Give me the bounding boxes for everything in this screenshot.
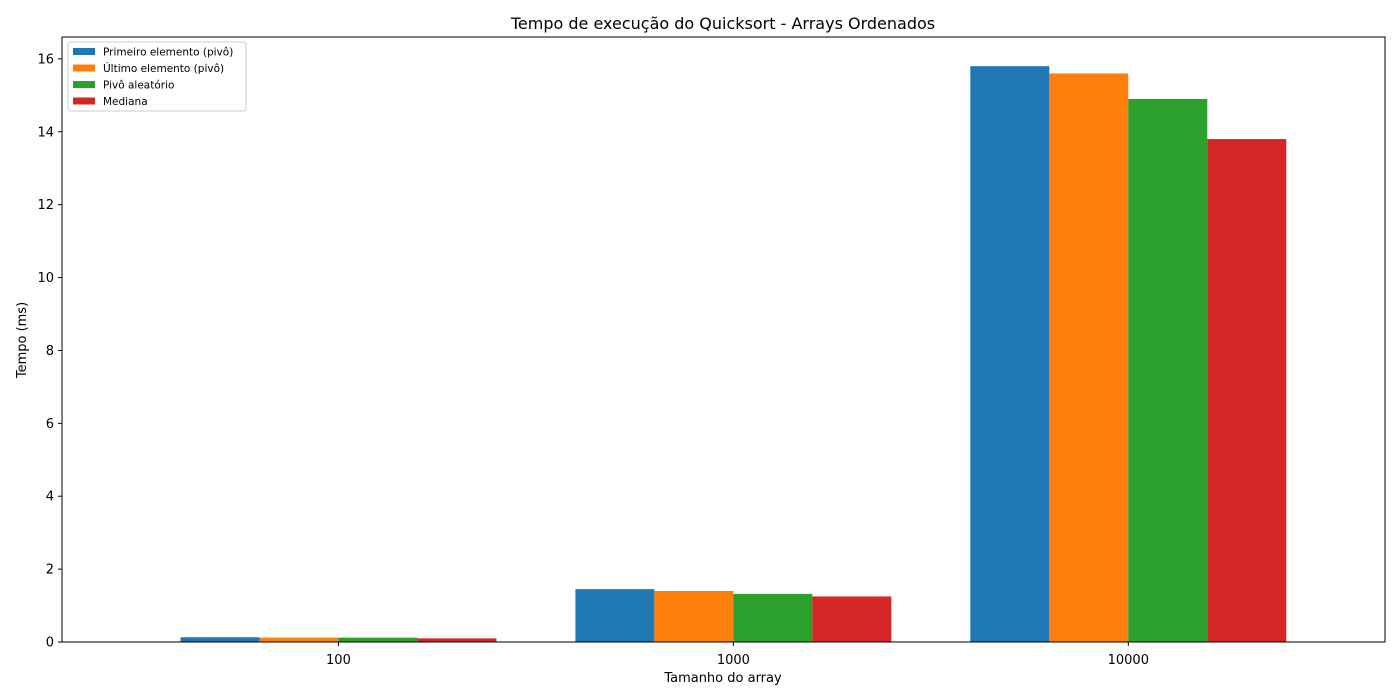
y-tick-label: 12 xyxy=(37,198,54,213)
legend-label: Primeiro elemento (pivô) xyxy=(103,47,233,59)
y-tick-label: 4 xyxy=(46,490,54,505)
bar-1-100 xyxy=(180,637,260,642)
legend-swatch xyxy=(73,81,95,88)
legend-label: Mediana xyxy=(103,96,148,108)
bar-3-1000 xyxy=(733,593,813,642)
plot-frame xyxy=(61,36,1386,643)
x-tick-label: 1000 xyxy=(717,653,750,668)
bar-3-100 xyxy=(338,637,418,642)
bar-2-100 xyxy=(259,637,339,642)
chart-title: Tempo de execução do Quicksort - Arrays … xyxy=(510,14,935,33)
y-tick-label: 14 xyxy=(37,125,54,140)
bar-2-1000 xyxy=(654,590,734,642)
y-axis-ticks: 0 2 4 6 8 10 12 14 16 xyxy=(37,52,62,651)
legend-swatch xyxy=(73,48,95,55)
bar-4-1000 xyxy=(812,596,892,642)
x-axis-ticks: 100 1000 10000 xyxy=(326,642,1149,668)
bar-2-10000 xyxy=(1049,73,1129,642)
y-tick-label: 0 xyxy=(46,636,54,651)
legend: Primeiro elemento (pivô) Último elemento … xyxy=(67,41,247,112)
y-tick-label: 16 xyxy=(37,52,54,67)
legend-label: Pivô aleatório xyxy=(103,80,174,92)
x-axis-label: Tamanho do array xyxy=(663,671,782,686)
legend-swatch xyxy=(73,64,95,72)
x-tick-label: 10000 xyxy=(1108,653,1149,668)
bars-group xyxy=(180,66,1287,643)
y-tick-label: 10 xyxy=(37,271,54,286)
bar-4-100 xyxy=(417,638,497,642)
legend-swatch xyxy=(73,97,95,105)
bar-4-10000 xyxy=(1207,139,1287,642)
y-tick-label: 2 xyxy=(46,563,54,578)
x-tick-label: 100 xyxy=(326,653,351,668)
legend-label: Último elemento (pivô) xyxy=(103,62,224,75)
legend-box xyxy=(67,41,247,112)
y-axis-label: Tempo (ms) xyxy=(15,302,30,379)
y-tick-label: 6 xyxy=(46,417,54,432)
bar-3-10000 xyxy=(1128,98,1208,643)
y-tick-label: 8 xyxy=(46,344,54,359)
bar-1-10000 xyxy=(970,66,1050,643)
bar-1-1000 xyxy=(575,589,655,642)
